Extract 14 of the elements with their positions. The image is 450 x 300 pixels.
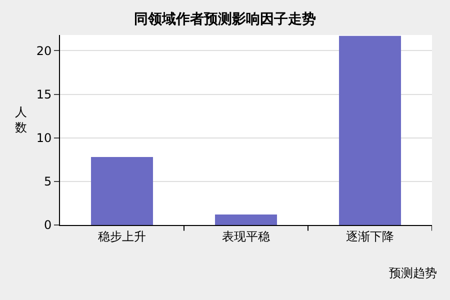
- y-tick-label: 0: [44, 218, 52, 232]
- x-tick-label: 逐渐下降: [346, 229, 394, 244]
- bar: [215, 214, 277, 225]
- x-axis-title: 预测趋势: [389, 266, 437, 280]
- y-tick-label: 10: [36, 131, 52, 146]
- x-tick-label: 稳步上升: [98, 229, 146, 244]
- chart-title: 同领域作者预测影响因子走势: [134, 11, 316, 28]
- bar: [339, 36, 401, 225]
- y-tick-label: 20: [36, 44, 52, 58]
- y-tick-label: 5: [44, 174, 52, 189]
- bar: [91, 157, 153, 225]
- x-tick-label: 表现平稳: [222, 229, 270, 244]
- y-axis-title: 人数: [15, 105, 27, 135]
- y-tick-label: 15: [36, 87, 52, 102]
